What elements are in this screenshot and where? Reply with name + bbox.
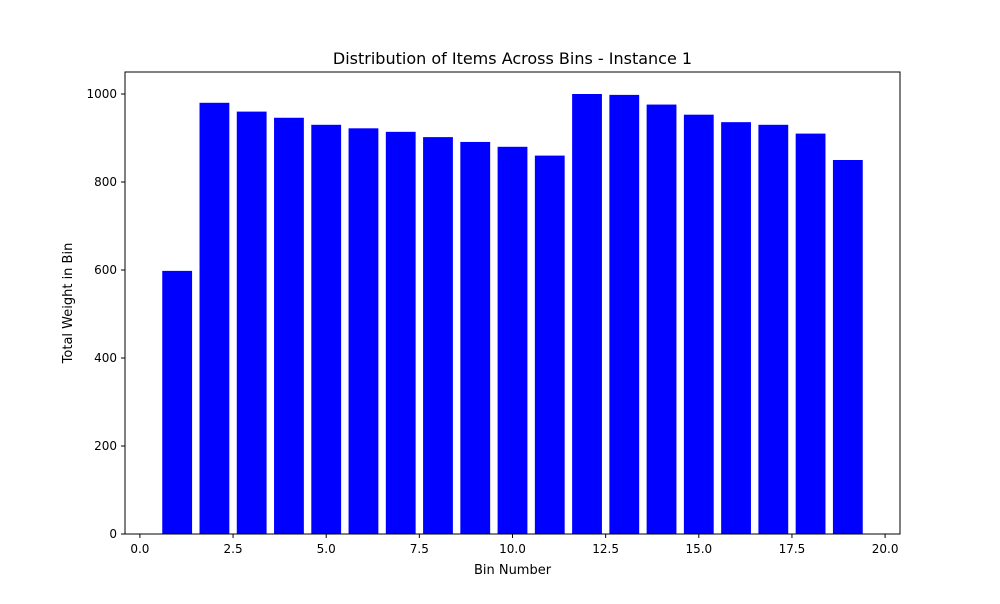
y-axis-ticks: 0 200 400 600 800 1000 [86,87,125,541]
x-tick-label: 5.0 [317,542,336,556]
x-axis-ticks: 0.0 2.5 5.0 7.5 10.0 12.5 15.0 17.5 20.0 [130,534,898,556]
plot-frame [124,71,901,535]
bar-bin-11 [534,155,565,534]
bar-bin-5 [311,124,342,535]
bar-bin-6 [348,128,379,534]
bar-bin-16 [721,122,751,534]
bar-bin-15 [683,114,714,535]
bar-bin-10 [497,146,528,535]
y-tick-label: 800 [94,175,117,189]
x-tick-label: 10.0 [499,542,526,556]
y-tick-label: 1000 [86,87,117,101]
chart-title: Distribution of Items Across Bins - Inst… [333,49,692,68]
bar-bin-12 [572,94,602,534]
x-axis-label: Bin Number [474,563,552,578]
y-axis-label: Total Weight in Bin [61,243,76,365]
x-tick-label: 20.0 [872,542,899,556]
bar-bin-3 [236,111,267,534]
x-tick-label: 2.5 [224,542,243,556]
bar-bin-13 [609,94,640,534]
bar-bin-1 [162,270,193,534]
bar-bin-9 [460,141,491,534]
bar-bin-14 [646,104,677,534]
x-tick-label: 17.5 [779,542,806,556]
bars-layer [162,94,863,535]
bar-bin-4 [274,117,304,534]
x-tick-label: 7.5 [410,542,429,556]
x-tick-label: 12.5 [592,542,619,556]
y-tick-label: 0 [109,527,117,541]
y-tick-label: 600 [94,263,117,277]
y-tick-label: 400 [94,351,117,365]
bar-bin-2 [199,102,230,535]
bar-bin-8 [423,137,453,534]
bar-bin-19 [832,160,863,534]
x-tick-label: 0.0 [130,542,149,556]
bar-bin-7 [385,131,416,534]
bar-bin-17 [758,124,789,535]
y-tick-label: 200 [94,439,117,453]
x-tick-label: 15.0 [685,542,712,556]
bar-bin-18 [795,133,826,534]
